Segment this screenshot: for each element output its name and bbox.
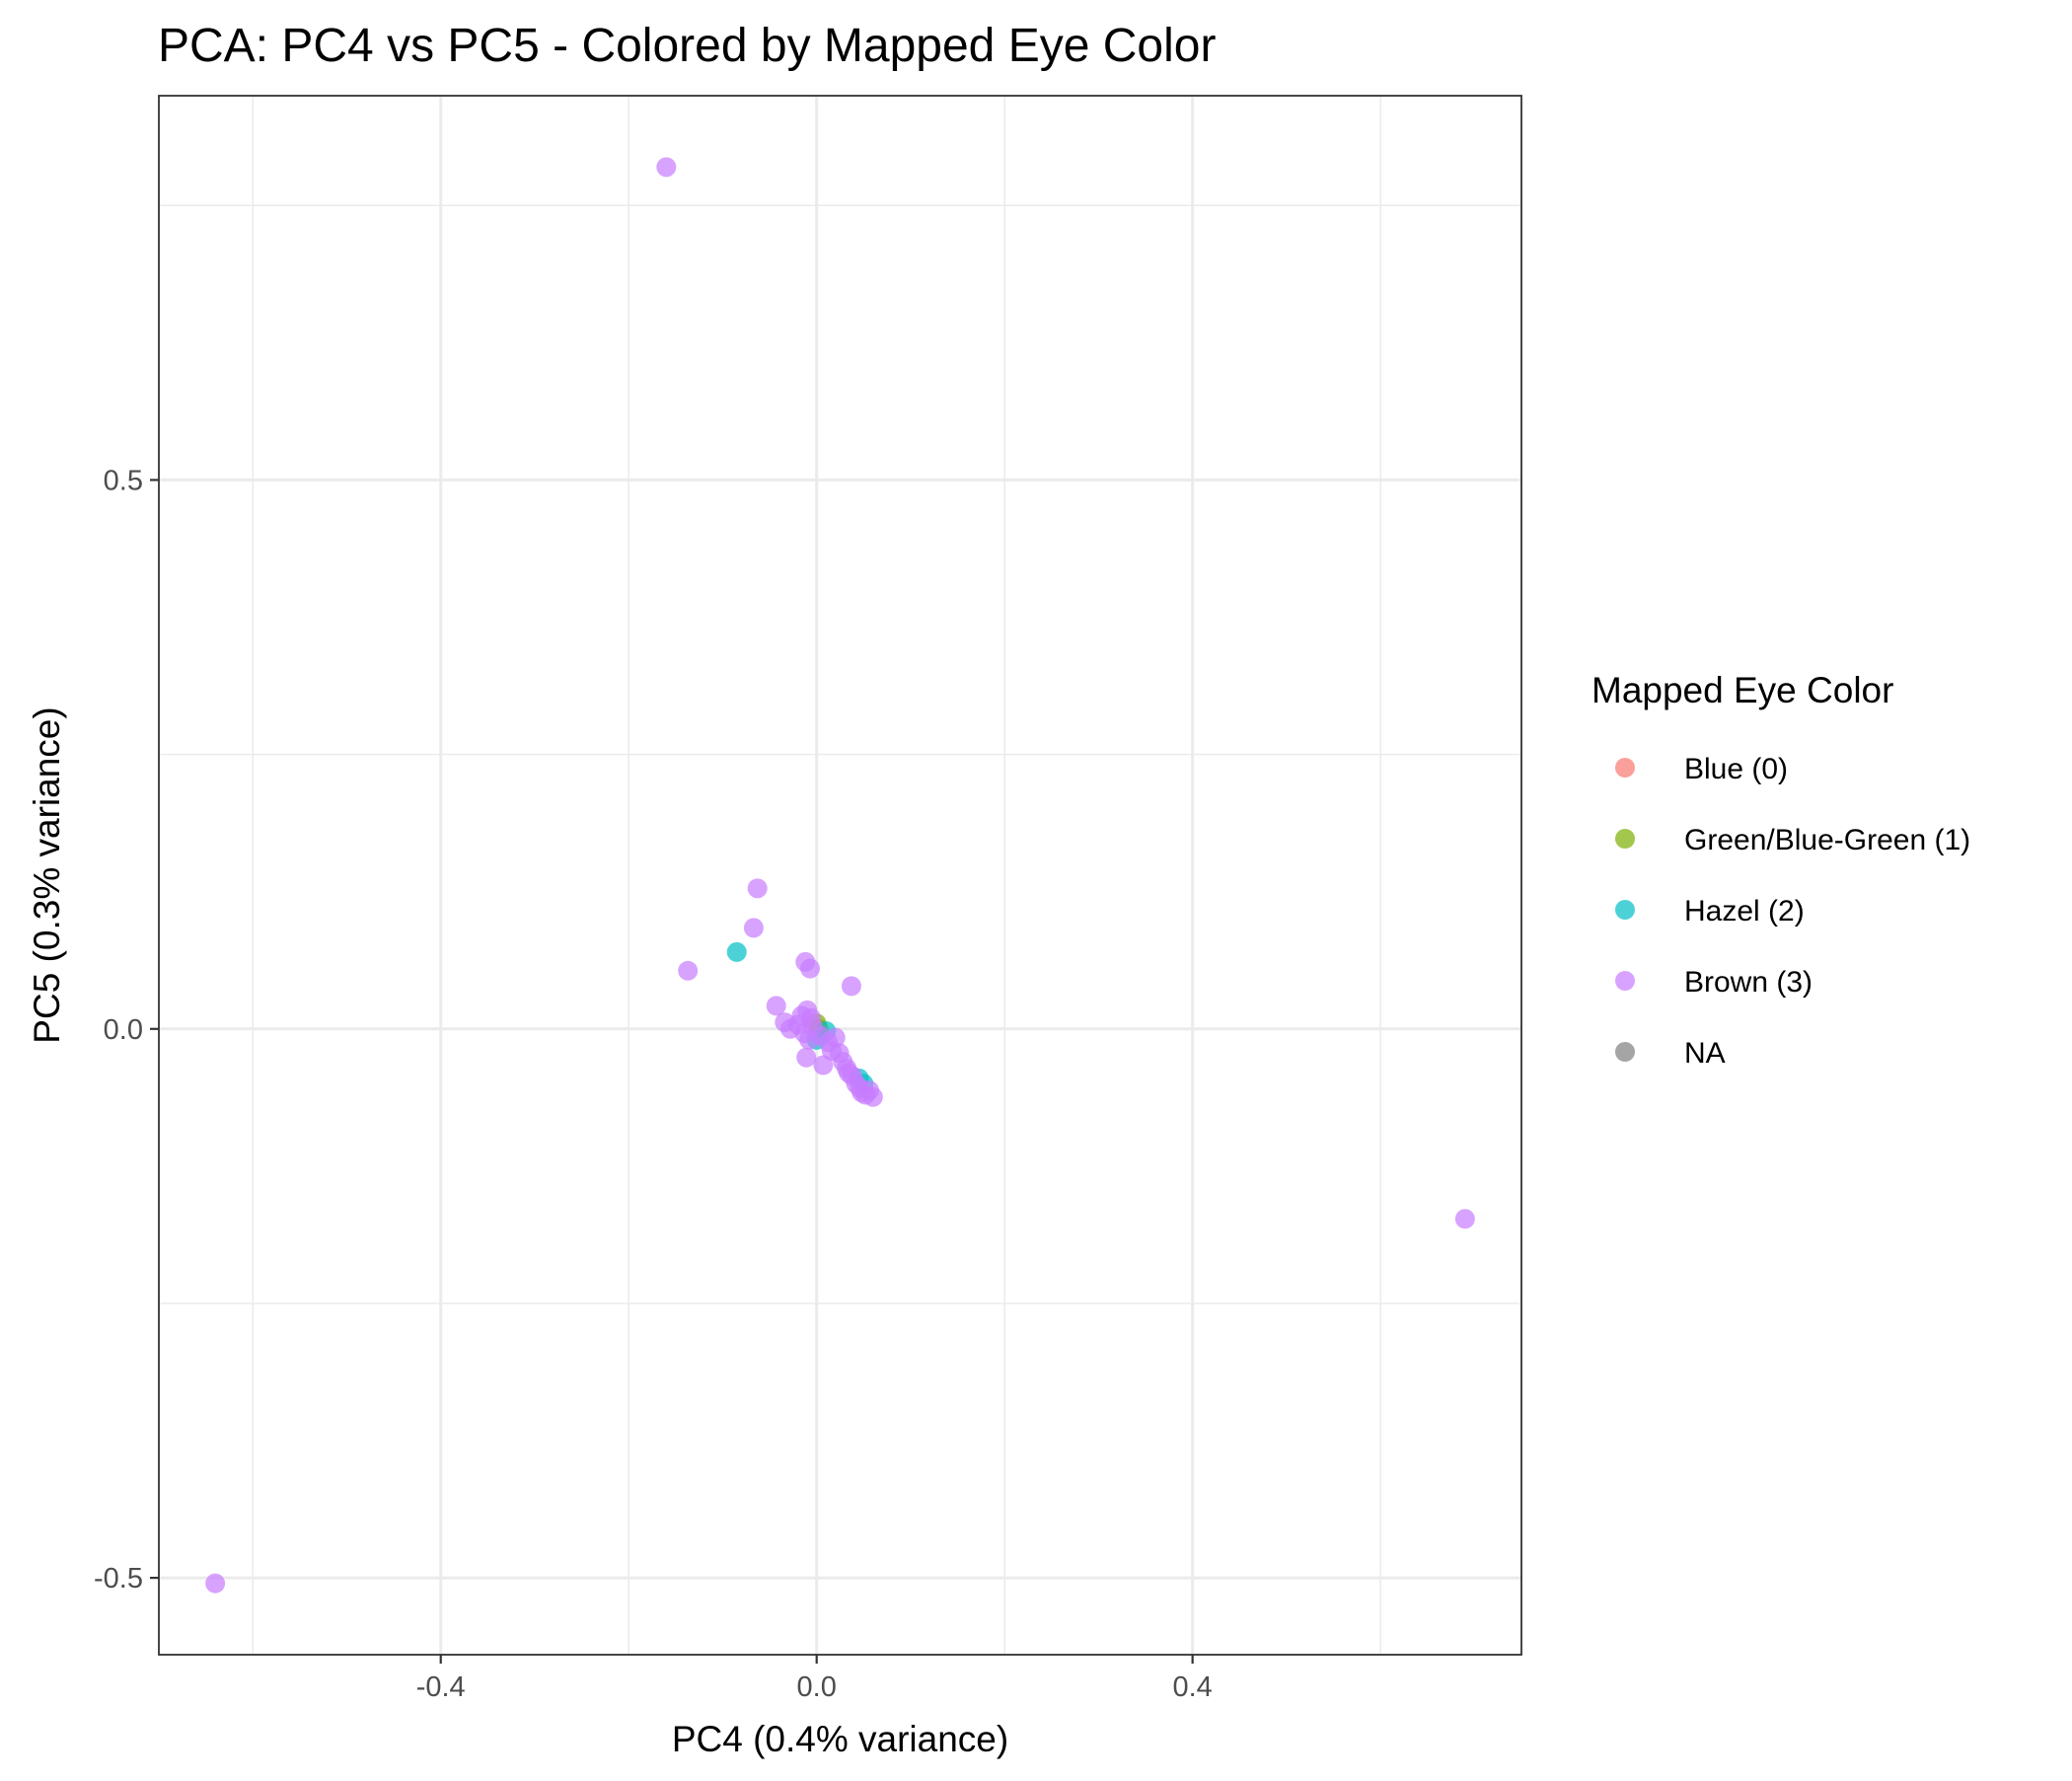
legend-label-2: Hazel (2) bbox=[1684, 895, 1805, 928]
data-point-3-2 bbox=[205, 1573, 226, 1594]
data-point-3-4 bbox=[743, 918, 764, 938]
x-tick-label-2: 0.4 bbox=[1172, 1671, 1212, 1703]
data-points bbox=[205, 157, 1475, 1594]
axes: -0.4 0.0 0.4 -0.5 0.0 0.5 bbox=[94, 465, 1213, 1703]
y-tick-label-0: -0.5 bbox=[94, 1563, 143, 1595]
data-point-3-35 bbox=[839, 1063, 859, 1083]
legend-key-2 bbox=[1615, 900, 1635, 920]
data-point-3-7 bbox=[800, 958, 821, 979]
data-point-3-5 bbox=[678, 960, 699, 981]
plot-panel-border bbox=[158, 95, 1522, 1656]
data-point-3-0 bbox=[656, 157, 677, 178]
legend-label-4: NA bbox=[1684, 1037, 1726, 1070]
data-point-3-8 bbox=[841, 976, 861, 997]
x-axis-title: PC4 (0.4% variance) bbox=[672, 1719, 1008, 1759]
legend-label-1: Green/Blue-Green (1) bbox=[1684, 824, 1970, 856]
legend-key-3 bbox=[1615, 971, 1635, 991]
y-axis-title: PC5 (0.3% variance) bbox=[27, 706, 67, 1043]
legend-key-0 bbox=[1615, 758, 1635, 778]
legend-label-3: Brown (3) bbox=[1684, 966, 1813, 999]
chart-title: PCA: PC4 vs PC5 - Colored by Mapped Eye … bbox=[158, 20, 1216, 72]
data-point-3-9 bbox=[766, 996, 786, 1016]
y-tick-label-1: 0.0 bbox=[104, 1014, 143, 1046]
data-point-2-0 bbox=[726, 941, 747, 962]
data-point-3-19 bbox=[796, 1047, 817, 1068]
legend-key-4 bbox=[1615, 1042, 1635, 1062]
legend: Mapped Eye Color Blue (0) Green/Blue-Gree… bbox=[1591, 670, 1970, 1070]
grid-lines bbox=[159, 96, 1521, 1655]
legend-title: Mapped Eye Color bbox=[1591, 670, 1893, 710]
y-tick-label-2: 0.5 bbox=[104, 465, 143, 496]
legend-key-1 bbox=[1615, 829, 1635, 849]
x-tick-label-1: 0.0 bbox=[797, 1671, 837, 1703]
x-tick-label-0: -0.4 bbox=[416, 1671, 466, 1703]
data-point-3-34 bbox=[850, 1077, 870, 1098]
data-point-3-21 bbox=[813, 1055, 834, 1076]
data-point-3-3 bbox=[747, 878, 768, 899]
data-point-3-1 bbox=[1454, 1209, 1475, 1229]
legend-label-0: Blue (0) bbox=[1684, 753, 1788, 785]
